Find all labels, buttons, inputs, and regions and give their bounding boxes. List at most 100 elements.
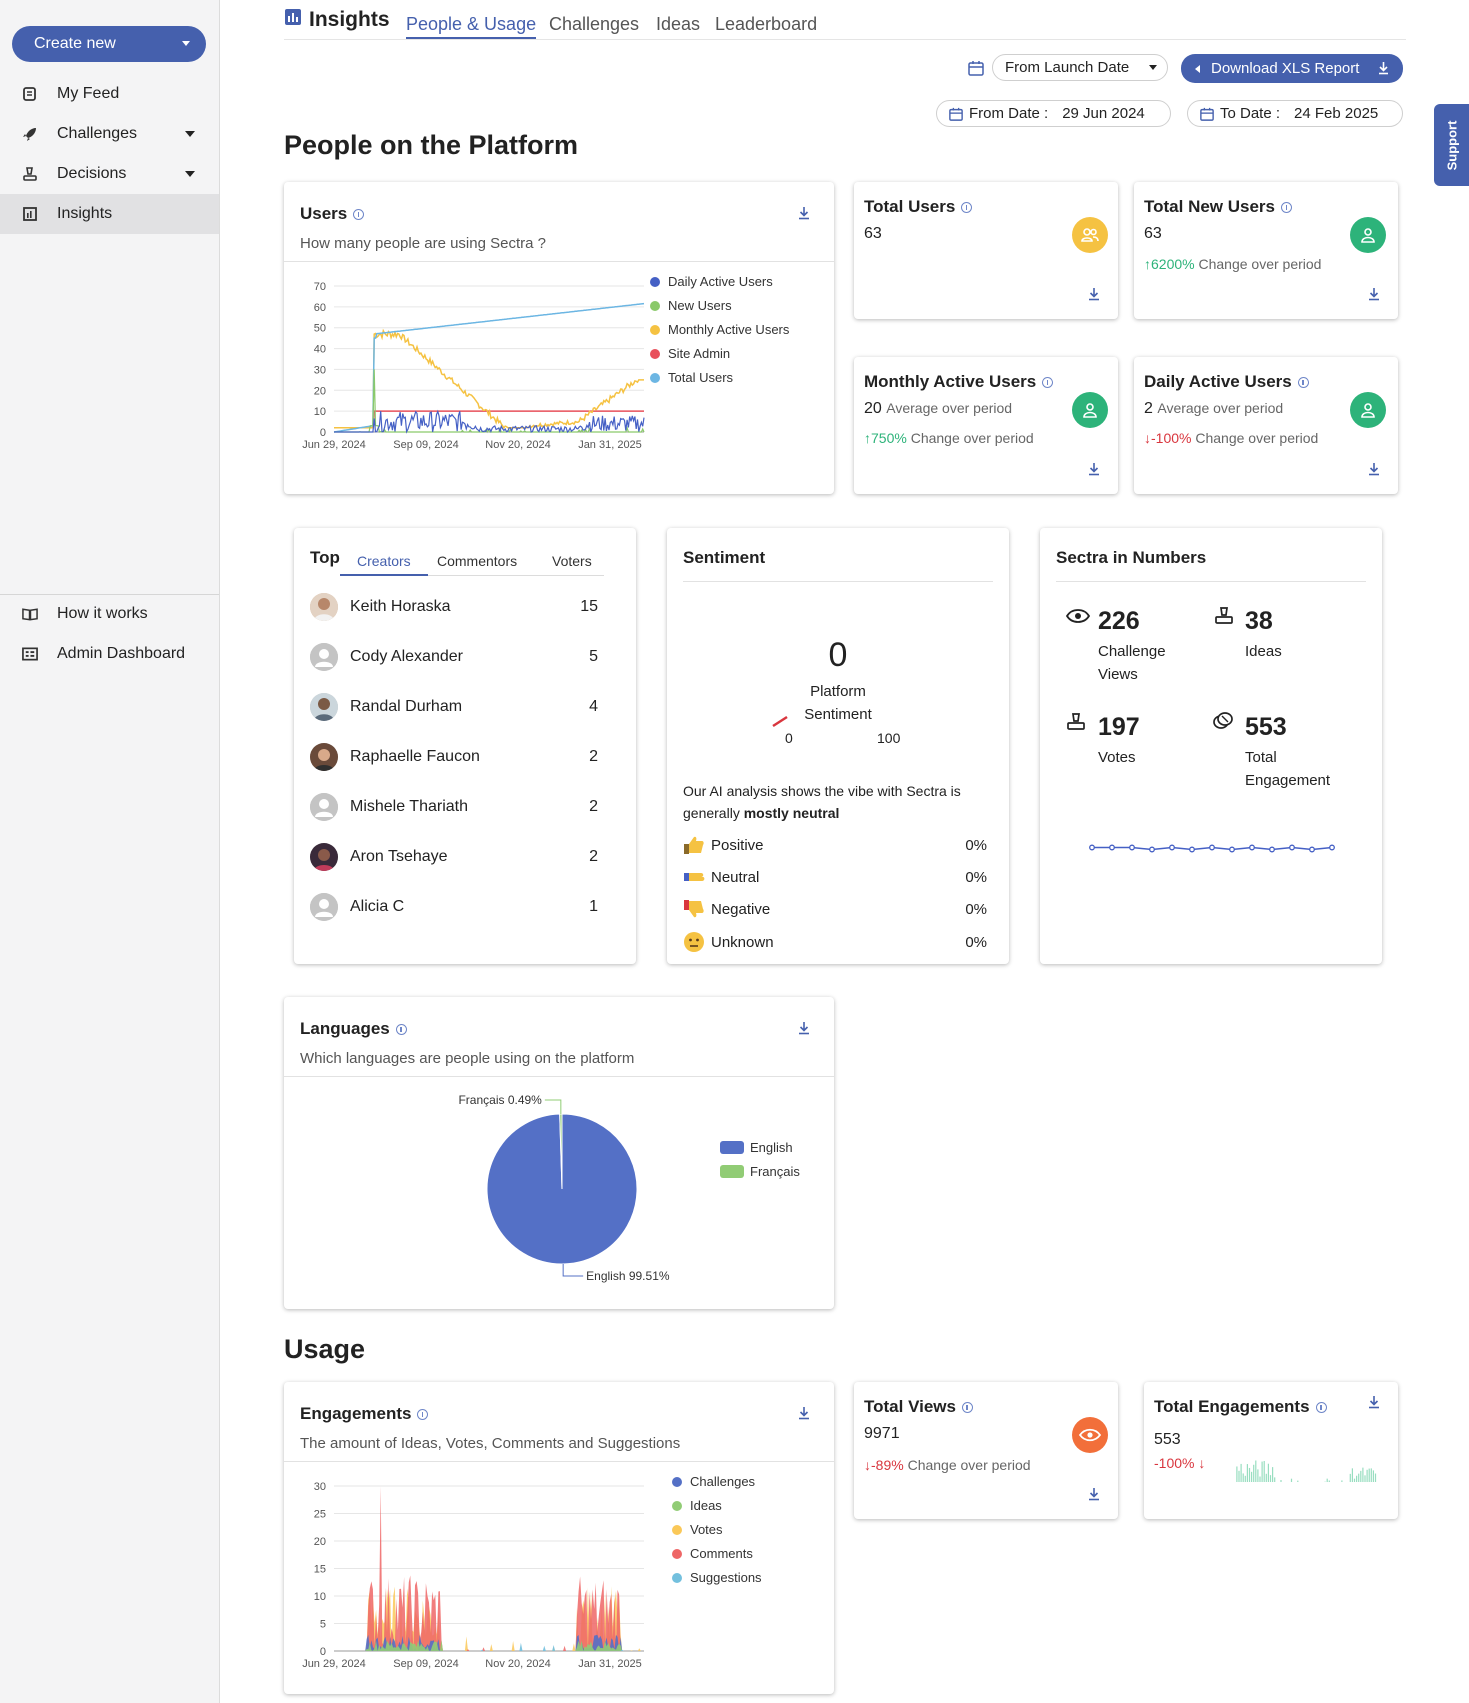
tab-challenges[interactable]: Challenges [549,14,640,34]
legend-item[interactable]: Total Users [650,370,733,385]
sentiment-percent: 0% [965,836,987,854]
contributor-score: 2 [589,848,598,865]
info-icon[interactable] [1315,1401,1327,1413]
info-icon[interactable] [1042,376,1054,388]
to-date-field[interactable]: To Date : 24 Feb 2025 [1187,100,1403,127]
total-views-title-text: Total Views [864,1397,956,1416]
summary-bold: mostly neutral [743,805,840,821]
monthly-active-title-text: Monthly Active Users [864,372,1037,391]
arrow-down-icon: ↓ [1144,430,1151,446]
total-new-users-title: Total New Users [1144,197,1293,217]
sidebar-item-insights[interactable]: Insights [0,194,219,234]
daily-active-title-text: Daily Active Users [1144,372,1292,391]
list-item[interactable]: Mishele Thariath 2 [310,793,606,821]
legend-item[interactable]: Comments [672,1546,753,1561]
total-users-value: 63 [864,225,882,242]
y-tick-label: 25 [314,1509,326,1521]
download-icon[interactable] [1368,1395,1380,1409]
download-xls-button[interactable]: Download XLS Report [1181,54,1403,83]
download-icon[interactable] [1088,462,1100,476]
legend-item[interactable]: Challenges [672,1474,755,1489]
monthly-active-value-row: 20 Average over period [864,400,1012,418]
download-icon[interactable] [798,1021,810,1035]
stamp-icon [1067,713,1085,730]
list-item[interactable]: Alicia C 1 [310,893,606,921]
tab-leaderboard[interactable]: Leaderboard [715,14,818,34]
engagements-subtitle: The amount of Ideas, Votes, Comments and… [300,1435,681,1452]
legend-item[interactable]: Site Admin [650,346,730,361]
tab-ideas[interactable]: Ideas [656,14,701,34]
languages-subtitle: Which languages are people using on the … [300,1050,635,1067]
create-new-button[interactable]: Create new [12,26,206,62]
download-icon[interactable] [1088,1487,1100,1501]
legend-item[interactable]: Monthly Active Users [650,322,789,337]
legend-item[interactable]: Suggestions [672,1570,762,1585]
date-range-select[interactable]: From Launch Date [992,54,1168,81]
sidebar-item-decisions[interactable]: Decisions [0,154,219,194]
sparkline-point [1209,844,1215,851]
sidebar-item-label: Challenges [57,125,138,142]
legend-label: Comments [690,1546,753,1561]
sidebar-item-challenges[interactable]: Challenges [0,114,219,154]
contributor-name: Aron Tsehaye [350,848,448,865]
legend-english[interactable]: English [720,1140,793,1155]
tab-creators[interactable]: Creators [357,553,411,569]
download-icon[interactable] [798,206,810,220]
sparkline-point [1329,844,1335,851]
sidebar-item-my-feed[interactable]: My Feed [0,74,219,114]
list-item[interactable]: Raphaelle Faucon 2 [310,743,606,771]
list-item[interactable]: Randal Durham 4 [310,693,606,721]
sidebar-item-how-it-works[interactable]: How it works [0,594,219,634]
numbers-title: Sectra in Numbers [1056,548,1207,567]
tab-voters[interactable]: Voters [552,553,592,569]
sidebar-item-admin-dashboard[interactable]: Admin Dashboard [0,634,219,674]
support-tab[interactable]: Support [1434,104,1469,186]
info-icon[interactable] [1281,201,1293,213]
change-text: Change over period [907,1457,1031,1473]
info-icon[interactable] [961,201,973,213]
legend-francais[interactable]: Français [720,1164,800,1179]
to-date-value: 24 Feb 2025 [1294,105,1379,122]
download-icon[interactable] [1368,462,1380,476]
tab-people-usage[interactable]: People & Usage [406,14,537,39]
info-icon[interactable] [395,1023,407,1035]
contributor-name: Mishele Thariath [350,798,468,815]
list-item[interactable]: Aron Tsehaye 2 [310,843,606,871]
info-icon[interactable] [417,1408,429,1420]
change-text: Change over period [1198,256,1322,272]
sparkline-bar [1368,1468,1370,1482]
total-new-users-title-text: Total New Users [1144,197,1276,216]
legend-item[interactable]: Ideas [672,1498,722,1513]
change-value: 6200% [1151,256,1195,272]
legend-dot [650,324,660,335]
tab-commentors[interactable]: Commentors [437,553,518,569]
download-icon[interactable] [1368,287,1380,301]
legend-label: Français [750,1164,800,1179]
neutral-face-icon [683,931,705,953]
avatar [310,743,338,771]
sparkline-bar [1240,1463,1242,1482]
download-icon[interactable] [1088,287,1100,301]
languages-pie-chart: English 99.51% Français 0.49% [458,1093,669,1283]
from-date-field[interactable]: From Date : 29 Jun 2024 [936,100,1171,127]
legend-item[interactable]: Daily Active Users [650,274,773,289]
list-item[interactable]: Cody Alexander 5 [310,643,606,671]
arrow-down-icon: ↓ [864,1457,871,1473]
legend-item[interactable]: Votes [672,1522,723,1537]
legend-item[interactable]: New Users [650,298,732,313]
series-line-daily-active-users [334,409,645,434]
sparkline-bar [1353,1478,1356,1482]
info-icon[interactable] [961,1401,973,1413]
change-value: -100% [1154,1455,1195,1471]
list-item[interactable]: Keith Horaska 15 [310,593,606,621]
info-icon[interactable] [353,208,365,220]
sparkline-bar [1349,1473,1351,1482]
info-icon[interactable] [1297,376,1309,388]
sparkline-bar [1358,1473,1360,1482]
sidebar-item-label: Decisions [57,165,127,182]
chevron-down-icon[interactable] [185,131,195,137]
download-icon[interactable] [798,1406,810,1420]
sparkline-point [1109,844,1115,851]
chevron-down-icon[interactable] [185,171,195,177]
sparkline-bar [1341,1480,1343,1482]
